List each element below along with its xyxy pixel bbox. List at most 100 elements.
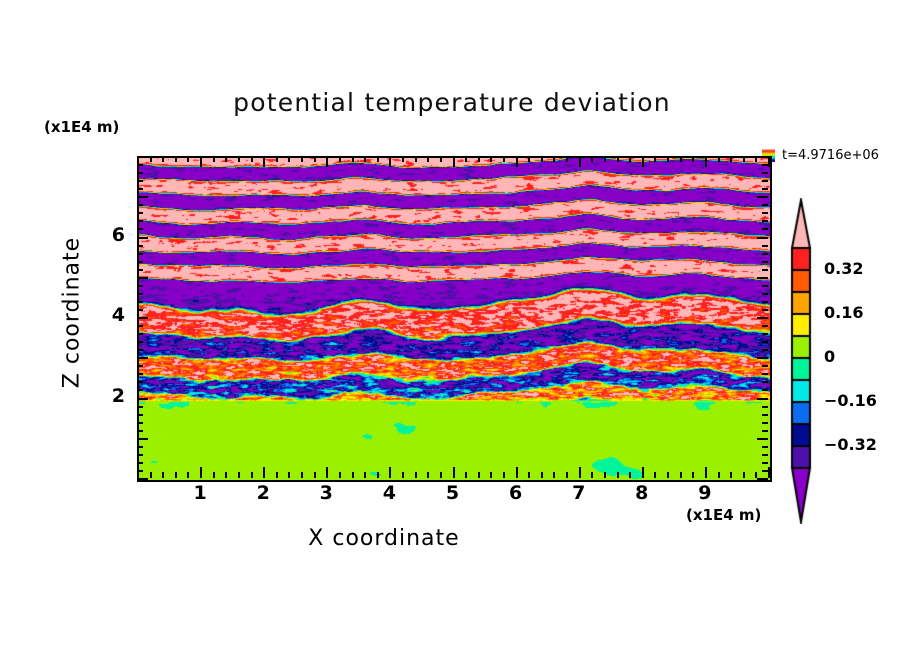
colorbar-tick-label: 0: [824, 347, 836, 366]
x-axis-tick: [742, 156, 745, 162]
x-axis-tick: [187, 472, 190, 478]
x-axis-tick: [654, 472, 657, 478]
y-axis-tick: [762, 333, 768, 336]
y-axis-tick: [757, 357, 768, 360]
x-axis-tick: [465, 472, 468, 478]
y-axis-tick: [757, 196, 768, 199]
colorbar-tick-label: −0.16: [824, 391, 877, 410]
y-axis-tick: [762, 260, 768, 263]
y-axis-tick: [762, 284, 768, 287]
y-axis-tick-label: 2: [111, 384, 125, 407]
x-axis-tick: [692, 156, 695, 162]
x-axis-tick: [364, 156, 367, 162]
x-axis-tick: [313, 156, 316, 162]
y-axis-tick: [762, 429, 768, 432]
x-axis-tick: [200, 156, 203, 167]
x-axis-tick: [768, 467, 770, 478]
x-axis-tick: [528, 472, 531, 478]
y-axis-tick: [137, 220, 143, 223]
x-axis-tick: [326, 467, 329, 478]
x-axis-tick: [667, 472, 670, 478]
y-axis-tick: [757, 276, 768, 279]
y-axis-tick: [137, 252, 143, 255]
y-axis-tick: [757, 156, 768, 158]
x-axis-tick: [654, 156, 657, 162]
y-axis-tick: [137, 325, 143, 328]
y-axis-tick: [137, 188, 143, 191]
x-axis-tick: [717, 156, 720, 162]
y-axis-title: Z coordinate: [59, 236, 85, 389]
x-axis-tick: [641, 467, 644, 478]
x-axis-tick: [402, 472, 405, 478]
x-axis-tick: [149, 156, 152, 162]
x-axis-tick: [704, 467, 707, 478]
x-axis-tick: [263, 156, 266, 167]
x-axis-tick: [301, 156, 304, 162]
y-axis-tick: [762, 228, 768, 231]
x-axis-tick: [338, 472, 341, 478]
y-axis-tick: [137, 172, 143, 175]
y-axis-tick: [137, 445, 143, 448]
x-axis-tick: [414, 156, 417, 162]
y-axis-tick-label: 6: [111, 223, 125, 246]
y-axis-tick: [137, 164, 143, 167]
x-axis-tick: [452, 467, 455, 478]
y-axis-tick: [137, 453, 143, 456]
y-axis-tick: [762, 212, 768, 215]
y-axis-tick: [137, 204, 143, 207]
x-axis-tick: [275, 472, 278, 478]
x-axis-tick: [730, 156, 733, 162]
x-axis-tick: [679, 156, 682, 162]
y-axis-tick: [137, 300, 143, 303]
chart-title: potential temperature deviation: [233, 88, 671, 117]
x-axis-tick: [755, 472, 758, 478]
x-axis-tick: [212, 156, 215, 162]
x-axis-tick: [730, 472, 733, 478]
y-axis-tick: [137, 333, 143, 336]
x-axis-tick: [149, 472, 152, 478]
x-axis-tick: [742, 472, 745, 478]
x-axis-tick: [679, 472, 682, 478]
y-axis-tick-label: 4: [111, 304, 125, 326]
x-axis-tick: [515, 156, 518, 167]
colorbar-tick-label: 0.32: [824, 259, 864, 278]
y-axis-tick: [762, 292, 768, 295]
x-axis-tick: [225, 156, 228, 162]
x-axis-tick: [540, 156, 543, 162]
y-axis-tick: [137, 284, 143, 287]
x-axis-tick: [768, 156, 770, 167]
x-axis-tick: [578, 156, 581, 167]
x-axis-tick: [162, 156, 165, 162]
y-axis-tick: [137, 180, 143, 183]
x-axis-tick: [187, 156, 190, 162]
x-axis-tick: [376, 156, 379, 162]
x-axis-tick: [263, 467, 266, 478]
y-axis-tick: [762, 188, 768, 191]
y-axis-tick: [762, 341, 768, 344]
x-axis-tick: [414, 472, 417, 478]
x-axis-tick: [566, 472, 569, 478]
y-axis-tick: [137, 413, 143, 416]
y-axis-tick: [762, 461, 768, 464]
x-axis-tick: [717, 472, 720, 478]
y-axis-tick: [762, 252, 768, 255]
y-axis-tick: [762, 365, 768, 368]
y-axis-unit-label: (x1E4 m): [44, 118, 120, 136]
y-axis-tick: [757, 478, 768, 480]
y-axis-tick: [762, 405, 768, 408]
y-axis-tick: [137, 212, 143, 215]
x-axis-tick: [427, 472, 430, 478]
x-axis-tick: [692, 472, 695, 478]
y-axis-tick: [762, 164, 768, 167]
y-axis-tick: [757, 236, 768, 239]
y-axis-tick: [762, 445, 768, 448]
y-axis-tick: [137, 268, 143, 271]
y-axis-tick: [137, 357, 148, 360]
x-axis-tick: [477, 156, 480, 162]
y-axis-tick: [137, 381, 143, 384]
x-axis-tick-label: 1: [193, 482, 207, 504]
x-axis-tick: [288, 156, 291, 162]
y-axis-tick: [137, 196, 148, 199]
x-axis-title: X coordinate: [308, 526, 460, 551]
x-axis-tick: [351, 156, 354, 162]
